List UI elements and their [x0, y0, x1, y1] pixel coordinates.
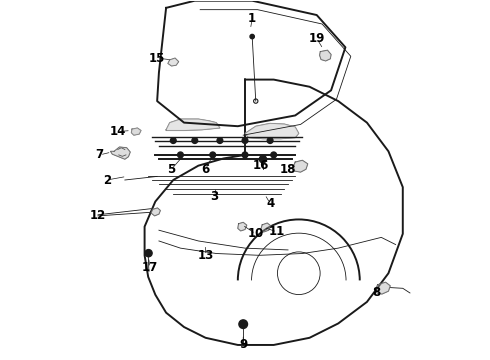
Text: 13: 13 — [197, 249, 214, 262]
Text: 10: 10 — [247, 227, 264, 240]
Text: 7: 7 — [96, 148, 104, 161]
Circle shape — [145, 249, 152, 257]
Polygon shape — [261, 223, 271, 232]
Text: 15: 15 — [149, 51, 165, 64]
Circle shape — [242, 152, 248, 158]
Text: 11: 11 — [269, 225, 285, 238]
Polygon shape — [166, 119, 220, 131]
Polygon shape — [151, 208, 160, 216]
Text: 5: 5 — [168, 163, 175, 176]
Circle shape — [259, 156, 267, 163]
Text: 2: 2 — [103, 174, 111, 186]
Polygon shape — [294, 160, 308, 172]
Text: 16: 16 — [253, 159, 270, 172]
Polygon shape — [376, 282, 390, 294]
Polygon shape — [319, 50, 331, 61]
Circle shape — [177, 152, 183, 158]
Polygon shape — [238, 222, 247, 231]
Polygon shape — [245, 123, 299, 139]
Polygon shape — [111, 147, 130, 159]
Text: 12: 12 — [90, 210, 106, 222]
Circle shape — [171, 138, 176, 143]
Text: 3: 3 — [211, 190, 219, 203]
Circle shape — [239, 320, 247, 328]
Text: 1: 1 — [248, 12, 256, 25]
Polygon shape — [168, 58, 179, 66]
Circle shape — [217, 138, 223, 143]
Text: 19: 19 — [309, 32, 325, 45]
Text: 14: 14 — [109, 125, 126, 138]
Polygon shape — [131, 128, 141, 135]
Text: 9: 9 — [239, 338, 247, 351]
Text: 17: 17 — [142, 261, 158, 274]
Text: 18: 18 — [280, 163, 296, 176]
Circle shape — [210, 152, 216, 158]
Circle shape — [267, 138, 273, 143]
Circle shape — [242, 138, 248, 143]
Circle shape — [192, 138, 197, 143]
Text: 8: 8 — [372, 287, 380, 300]
Text: 4: 4 — [266, 197, 274, 210]
Circle shape — [250, 35, 254, 39]
Text: 6: 6 — [201, 163, 210, 176]
Circle shape — [271, 152, 276, 158]
